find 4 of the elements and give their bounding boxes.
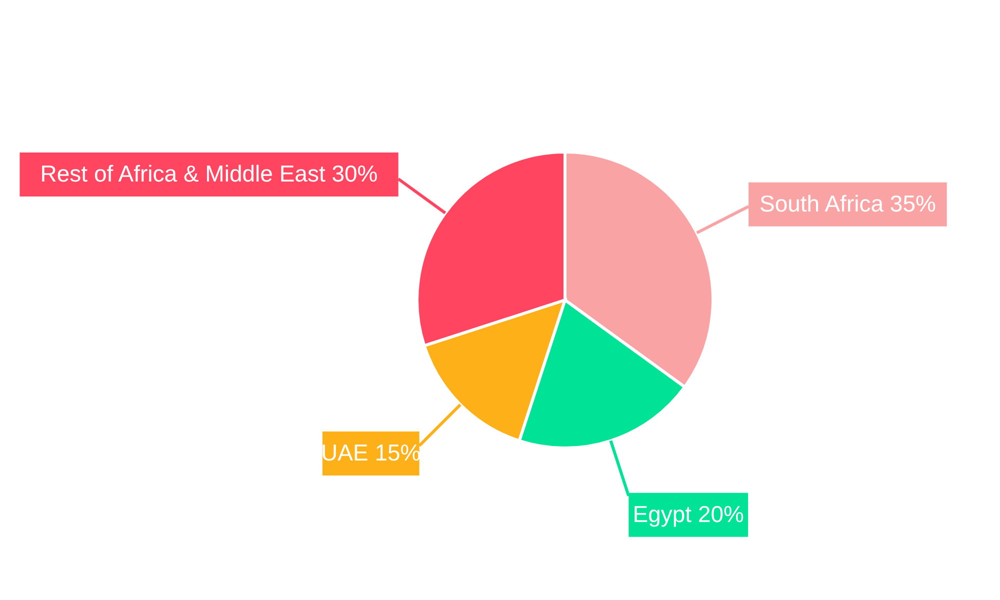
slice-label: South Africa 35% xyxy=(759,190,936,216)
slice-label: UAE 15% xyxy=(321,439,421,466)
slice-label: Rest of Africa & Middle East 30% xyxy=(40,160,378,186)
slice-label: Egypt 20% xyxy=(632,500,744,527)
